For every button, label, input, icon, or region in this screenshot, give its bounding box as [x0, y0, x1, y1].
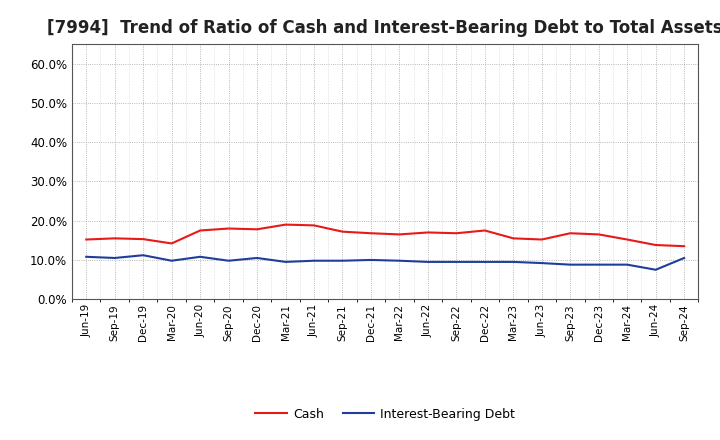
Cash [139, 236, 148, 242]
Cash [196, 228, 204, 233]
Interest-Bearing Debt [225, 258, 233, 264]
Cash [452, 231, 461, 236]
Interest-Bearing Debt [253, 255, 261, 260]
Interest-Bearing Debt [167, 258, 176, 264]
Cash [652, 242, 660, 248]
Legend: Cash, Interest-Bearing Debt: Cash, Interest-Bearing Debt [251, 403, 520, 425]
Line: Cash: Cash [86, 224, 684, 246]
Cash [282, 222, 290, 227]
Cash [253, 227, 261, 232]
Interest-Bearing Debt [623, 262, 631, 267]
Interest-Bearing Debt [366, 257, 375, 263]
Interest-Bearing Debt [338, 258, 347, 264]
Line: Interest-Bearing Debt: Interest-Bearing Debt [86, 255, 684, 270]
Cash [310, 223, 318, 228]
Interest-Bearing Debt [139, 253, 148, 258]
Cash [423, 230, 432, 235]
Interest-Bearing Debt [652, 267, 660, 272]
Cash [395, 232, 404, 237]
Cash [110, 236, 119, 241]
Cash [366, 231, 375, 236]
Cash [566, 231, 575, 236]
Interest-Bearing Debt [82, 254, 91, 260]
Cash [509, 236, 518, 241]
Title: [7994]  Trend of Ratio of Cash and Interest-Bearing Debt to Total Assets: [7994] Trend of Ratio of Cash and Intere… [48, 19, 720, 37]
Cash [623, 237, 631, 242]
Interest-Bearing Debt [566, 262, 575, 267]
Interest-Bearing Debt [537, 260, 546, 266]
Cash [680, 244, 688, 249]
Cash [82, 237, 91, 242]
Cash [167, 241, 176, 246]
Interest-Bearing Debt [423, 259, 432, 264]
Cash [338, 229, 347, 235]
Interest-Bearing Debt [110, 255, 119, 260]
Cash [480, 228, 489, 233]
Interest-Bearing Debt [196, 254, 204, 260]
Interest-Bearing Debt [680, 255, 688, 260]
Interest-Bearing Debt [310, 258, 318, 264]
Interest-Bearing Debt [282, 259, 290, 264]
Interest-Bearing Debt [595, 262, 603, 267]
Cash [537, 237, 546, 242]
Cash [595, 232, 603, 237]
Cash [225, 226, 233, 231]
Interest-Bearing Debt [480, 259, 489, 264]
Interest-Bearing Debt [509, 259, 518, 264]
Interest-Bearing Debt [395, 258, 404, 264]
Interest-Bearing Debt [452, 259, 461, 264]
